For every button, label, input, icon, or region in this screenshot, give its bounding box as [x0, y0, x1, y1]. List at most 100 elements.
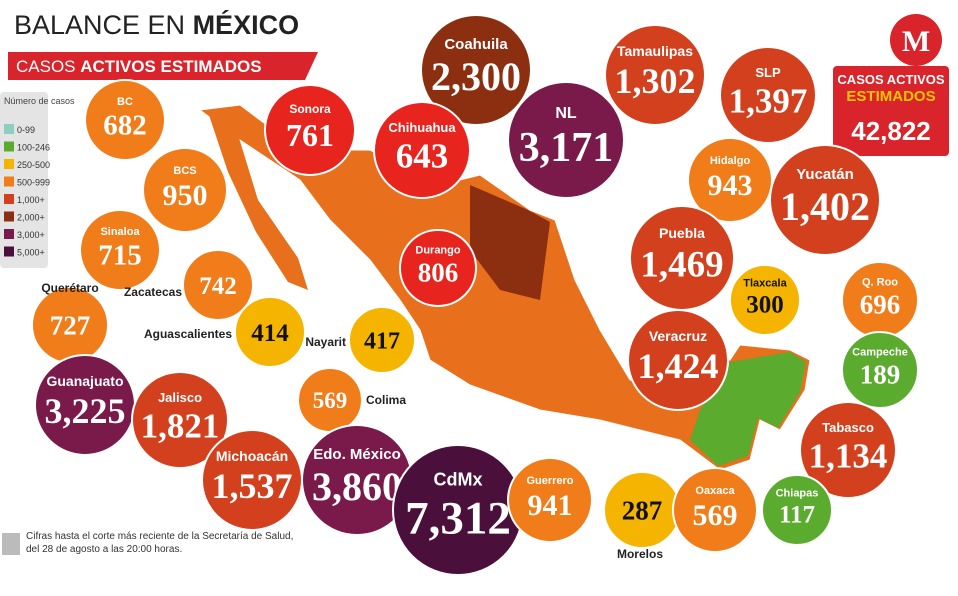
- state-name: Tabasco: [822, 420, 874, 435]
- state-name: Colima: [366, 393, 406, 407]
- state-circle: [769, 144, 881, 256]
- state: Sinaloa 715: [79, 209, 161, 291]
- state-name: Tlaxcala: [743, 278, 787, 290]
- state: SLP 1,397: [719, 46, 817, 144]
- state-name: Durango: [415, 245, 461, 257]
- state-circle: [627, 309, 729, 411]
- title: BALANCE EN MÉXICO: [14, 9, 299, 40]
- state-value: 300: [746, 292, 784, 319]
- state: Chiapas 117: [761, 474, 833, 546]
- state-circle: [729, 264, 801, 336]
- total-label-top: CASOS ACTIVOS: [837, 72, 944, 87]
- state-name: Sonora: [289, 102, 331, 116]
- footnote-mark: [2, 533, 20, 555]
- state-value: 1,402: [780, 184, 870, 229]
- state-value: 1,469: [640, 245, 723, 286]
- legend-title: Número de casos: [4, 96, 75, 106]
- state-name: Campeche: [852, 347, 908, 359]
- state-value: 1,424: [638, 346, 719, 386]
- legend-swatch: [4, 141, 14, 152]
- legend-swatch: [4, 124, 14, 134]
- legend-label: 3,000+: [17, 230, 45, 240]
- footnote-box: Cifras hasta el corte más reciente de la…: [26, 531, 294, 555]
- state-name: BCS: [173, 165, 196, 177]
- state-circle: [348, 306, 416, 374]
- state-value: 2,300: [431, 54, 521, 99]
- legend: 0-99 100-246 250-500 500-999 1,000+ 2,000+ 3,0…: [4, 124, 50, 258]
- footnote: Cifras hasta el corte más reciente de la…: [26, 531, 294, 555]
- state-circle: [799, 401, 897, 499]
- state: Tlaxcala 300: [729, 264, 801, 336]
- state-name: Chiapas: [776, 488, 819, 500]
- legend-swatch: [4, 194, 14, 204]
- subtitle-prefix: CASOS: [16, 57, 80, 76]
- state-value: 3,171: [519, 125, 614, 171]
- state: Nayarit 417: [305, 306, 416, 374]
- legend-swatch: [4, 211, 14, 222]
- state-circle: [182, 249, 254, 321]
- state-value: 569: [693, 499, 738, 532]
- state-value: 189: [860, 360, 901, 390]
- state-value: 7,312: [405, 493, 511, 545]
- state: Veracruz 1,424: [627, 309, 729, 411]
- state-value: 414: [251, 320, 289, 347]
- state-value: 417: [364, 328, 400, 354]
- state: BC 682: [84, 79, 166, 161]
- state-value: 715: [98, 240, 142, 272]
- legend-swatch: [4, 229, 14, 239]
- state-value: 806: [418, 258, 459, 288]
- state-name: Guerrero: [526, 475, 573, 487]
- state-name: Chihuahua: [388, 120, 456, 135]
- state: Tabasco 1,134: [799, 401, 897, 499]
- state-circle: [761, 474, 833, 546]
- state-name: NL: [555, 105, 577, 122]
- state-name: Nayarit: [305, 335, 346, 349]
- state-name: Oaxaca: [695, 485, 735, 497]
- state-value: 1,537: [212, 466, 293, 506]
- state-name: Jalisco: [158, 390, 202, 405]
- state-circle: [507, 81, 625, 199]
- state-name: Sinaloa: [100, 226, 140, 238]
- state-name: Querétaro: [41, 281, 98, 295]
- state-name: Morelos: [617, 547, 663, 561]
- legend-label: 2,000+: [17, 213, 45, 223]
- legend-label: 0-99: [17, 125, 35, 135]
- legend-label: 500-999: [17, 178, 50, 188]
- state-name: Aguascalientes: [144, 327, 232, 341]
- state-circle: [507, 457, 593, 543]
- state-circle: [142, 147, 228, 233]
- state-name: Coahuila: [444, 36, 508, 53]
- state-value: 3,225: [45, 391, 126, 431]
- state-circle: [79, 209, 161, 291]
- state: Guanajuato 3,225: [34, 354, 136, 456]
- state-name: Q. Roo: [862, 277, 898, 289]
- state-value: 569: [313, 388, 348, 413]
- title-bold: MÉXICO: [193, 9, 300, 40]
- state: BCS 950: [142, 147, 228, 233]
- state-name: Hidalgo: [710, 155, 751, 167]
- state-circle: [604, 24, 706, 126]
- legend-label: 100-246: [17, 143, 50, 153]
- state-circle: [234, 296, 306, 368]
- state: Puebla 1,469: [629, 205, 735, 311]
- state-circle: [420, 14, 532, 126]
- legend-box: [0, 92, 48, 268]
- legend-swatch: [4, 246, 14, 257]
- state-circle: [84, 79, 166, 161]
- state-name: Edo. México: [313, 446, 401, 463]
- state-value: 943: [708, 169, 753, 202]
- state-value: 950: [163, 179, 208, 212]
- state-circle: [131, 371, 229, 469]
- state-name: Veracruz: [649, 328, 707, 344]
- state-value: 1,397: [729, 82, 808, 121]
- state: Morelos 287: [603, 471, 681, 561]
- total-box: [833, 66, 949, 156]
- legend-swatch: [4, 176, 14, 187]
- state-value: 727: [50, 310, 91, 340]
